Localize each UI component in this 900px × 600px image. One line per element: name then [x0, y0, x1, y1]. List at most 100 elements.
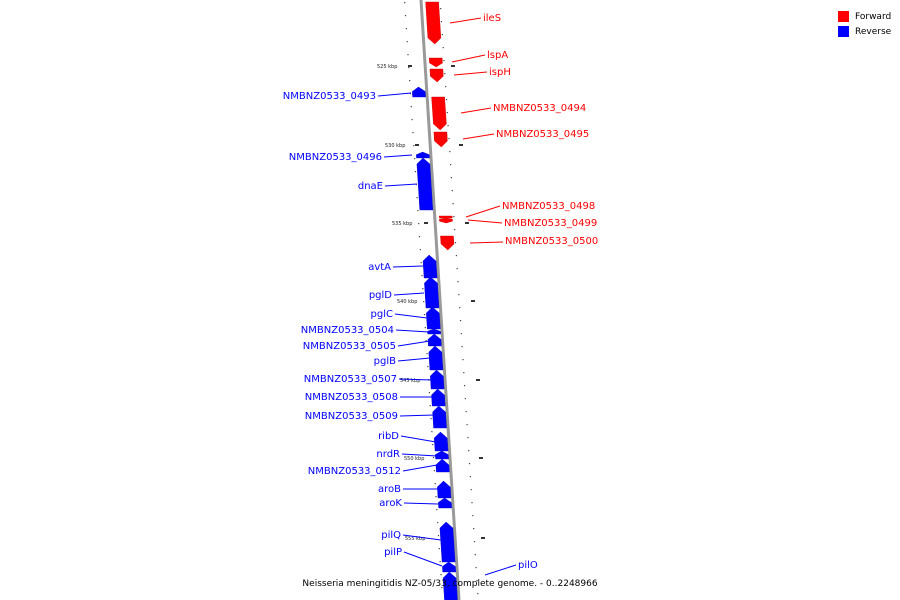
gene-arrow-NMBNZ0533_0509: [432, 405, 447, 429]
scale-dot: [404, 15, 407, 17]
gene-arrow-pglD: [424, 276, 440, 309]
gene-label-ileS: ileS: [483, 13, 501, 24]
gene-label-nrdR: nrdR: [376, 449, 400, 460]
gene-arrow-aroB: [437, 480, 452, 499]
scale-tick: 525 kbp: [377, 64, 455, 70]
gene-leader-line: [462, 133, 495, 140]
scale-dot: [473, 528, 475, 530]
scale-dot: [428, 392, 430, 394]
gene-arrow-avtA: [422, 254, 438, 279]
gene-arrow-NMBNZ0533_0496: [416, 151, 430, 159]
gene-leader-line: [467, 219, 503, 224]
gene-arrow-ileS: [425, 1, 442, 45]
scale-dot: [445, 86, 447, 88]
gene-label-NMBNZ0533_0496: NMBNZ0533_0496: [289, 152, 382, 163]
scale-dot: [418, 223, 420, 225]
scale-tick: 530 kbp: [385, 143, 463, 149]
gene-arrow-NMBNZ0533_0499: [439, 218, 453, 224]
gene-label-NMBNZ0533_0509: NMBNZ0533_0509: [305, 411, 398, 422]
scale-dot: [440, 8, 442, 10]
gene-leader-line: [399, 414, 435, 417]
scale-dot: [406, 41, 408, 43]
scale-dot: [415, 184, 417, 186]
scale-dot: [457, 281, 459, 283]
gene-arrow-NMBNZ0533_0494: [431, 96, 447, 131]
tick-label: 525 kbp: [377, 64, 397, 70]
scale-dot: [431, 431, 433, 433]
legend-forward-label: Forward: [855, 11, 892, 22]
scale-dot: [430, 418, 432, 420]
scale-dot: [452, 203, 454, 205]
gene-label-NMBNZ0533_0505: NMBNZ0533_0505: [303, 341, 396, 352]
gene-label-NMBNZ0533_0500: NMBNZ0533_0500: [505, 236, 598, 247]
gene-label-NMBNZ0533_0507: NMBNZ0533_0507: [304, 374, 397, 385]
gene-leader-line: [465, 205, 501, 218]
scale-dot: [465, 411, 467, 413]
gene-arrow-pilO: [442, 571, 458, 600]
scale-dot: [425, 340, 427, 342]
gene-leader-line: [484, 564, 517, 576]
scale-dot: [416, 197, 418, 199]
gene-features: [412, 1, 458, 600]
gene-label-pilQ: pilQ: [381, 530, 401, 541]
gene-arrow-ispH: [429, 68, 444, 83]
gene-arrow-lspA: [428, 57, 443, 68]
scale-dot: [440, 21, 443, 23]
scale-dot: [433, 470, 435, 472]
scale-dot: [473, 541, 476, 543]
scale-dots: [404, 2, 479, 595]
gene-leader-line: [402, 464, 438, 472]
gene-label-NMBNZ0533_0498: NMBNZ0533_0498: [502, 201, 595, 212]
scale-dot: [451, 190, 453, 192]
scale-dot: [439, 561, 441, 563]
gene-labels: ileS lspA ispH NMBNZ0533_0493 NMBNZ0533_0494…: [283, 13, 598, 576]
gene-label-NMBNZ0533_0495: NMBNZ0533_0495: [496, 129, 589, 140]
gene-leader-line: [401, 453, 438, 457]
gene-leader-line: [453, 71, 488, 76]
scale-dot: [438, 548, 440, 550]
gene-label-NMBNZ0533_0508: NMBNZ0533_0508: [305, 392, 398, 403]
gene-arrow-pilQ: [439, 521, 456, 563]
gene-label-NMBNZ0533_0494: NMBNZ0533_0494: [493, 103, 586, 114]
scale-dot: [450, 177, 452, 179]
gene-arrow-pglB: [428, 345, 444, 371]
scale-dot: [441, 34, 443, 36]
scale-dot: [405, 28, 407, 30]
legend-reverse: Reverse: [838, 24, 891, 39]
scale-dot: [437, 535, 440, 537]
scale-dot: [414, 171, 416, 173]
scale-dot: [453, 216, 455, 218]
scale-dot: [432, 444, 434, 446]
scale-dot: [463, 372, 465, 374]
scale-dot: [437, 522, 439, 524]
scale-dot: [429, 405, 431, 407]
scale-dot: [417, 210, 419, 212]
gene-leader-line: [449, 17, 482, 24]
gene-label-pglC: pglC: [371, 309, 393, 320]
legend-reverse-label: Reverse: [855, 26, 892, 37]
scale-dot: [456, 268, 458, 270]
scale-dot: [459, 320, 462, 322]
scale-dot: [466, 424, 468, 426]
gene-arrow-NMBNZ0533_0498: [438, 215, 453, 220]
scale-dot: [436, 509, 438, 511]
gene-arrow-NMBNZ0533_0495: [433, 131, 448, 148]
scale-dot: [464, 385, 466, 387]
gene-arrow-pglC: [426, 306, 441, 330]
scale-dot: [423, 301, 425, 303]
scale-dot: [469, 476, 471, 478]
gene-label-pilP: pilP: [384, 547, 402, 558]
scale-dot: [454, 229, 456, 231]
legend: Forward Reverse: [838, 9, 891, 39]
legend-forward: Forward: [838, 9, 891, 24]
scale-dot: [470, 489, 472, 491]
gene-label-NMBNZ0533_0493: NMBNZ0533_0493: [283, 91, 376, 102]
scale-dot: [422, 288, 424, 290]
scale-dot: [442, 47, 444, 49]
gene-leader-line: [395, 329, 430, 333]
gene-arrow-NMBNZ0533_0505: [427, 333, 442, 347]
scale-dot: [458, 294, 460, 296]
genome-caption: Neisseria meningitidis NZ-05/33, complet…: [302, 579, 598, 589]
scale-dot: [464, 398, 466, 400]
